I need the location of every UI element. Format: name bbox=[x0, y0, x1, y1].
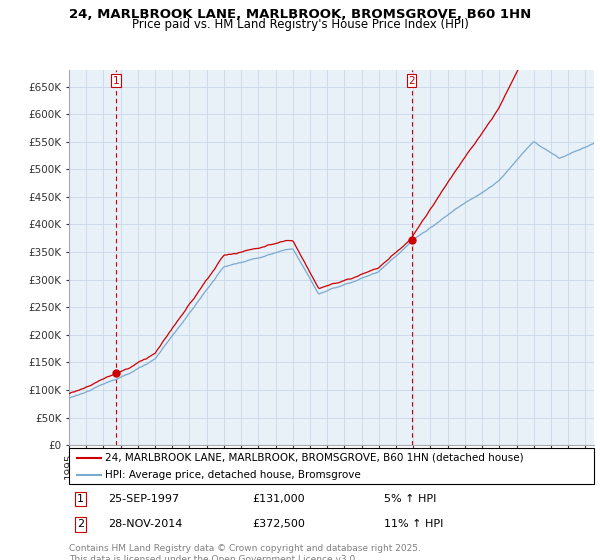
Text: Price paid vs. HM Land Registry's House Price Index (HPI): Price paid vs. HM Land Registry's House … bbox=[131, 18, 469, 31]
Text: 24, MARLBROOK LANE, MARLBROOK, BROMSGROVE, B60 1HN (detached house): 24, MARLBROOK LANE, MARLBROOK, BROMSGROV… bbox=[105, 453, 523, 463]
FancyBboxPatch shape bbox=[69, 448, 594, 484]
Text: HPI: Average price, detached house, Bromsgrove: HPI: Average price, detached house, Brom… bbox=[105, 470, 361, 479]
Text: 24, MARLBROOK LANE, MARLBROOK, BROMSGROVE, B60 1HN: 24, MARLBROOK LANE, MARLBROOK, BROMSGROV… bbox=[69, 8, 531, 21]
Text: 2: 2 bbox=[77, 520, 84, 529]
Text: 5% ↑ HPI: 5% ↑ HPI bbox=[384, 494, 436, 504]
Text: 2: 2 bbox=[409, 76, 415, 86]
Text: 1: 1 bbox=[77, 494, 84, 504]
Text: 28-NOV-2014: 28-NOV-2014 bbox=[109, 520, 183, 529]
Text: £131,000: £131,000 bbox=[253, 494, 305, 504]
Text: 25-SEP-1997: 25-SEP-1997 bbox=[109, 494, 179, 504]
Text: 1: 1 bbox=[113, 76, 119, 86]
Text: £372,500: £372,500 bbox=[253, 520, 305, 529]
Text: 11% ↑ HPI: 11% ↑ HPI bbox=[384, 520, 443, 529]
Text: Contains HM Land Registry data © Crown copyright and database right 2025.
This d: Contains HM Land Registry data © Crown c… bbox=[69, 544, 421, 560]
